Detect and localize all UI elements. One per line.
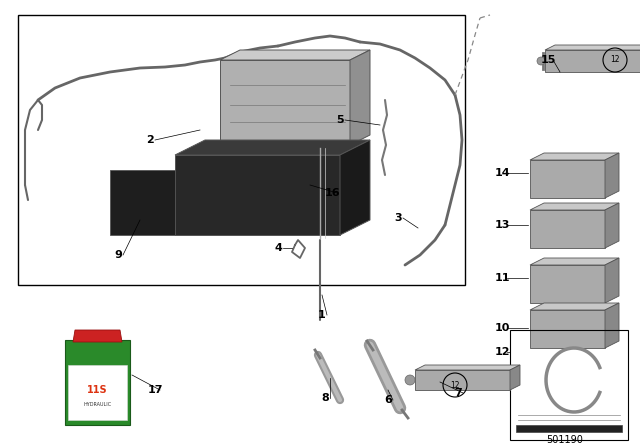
Circle shape	[537, 57, 545, 65]
Polygon shape	[73, 330, 122, 342]
Polygon shape	[605, 153, 619, 198]
Polygon shape	[530, 160, 605, 198]
Text: 10: 10	[494, 323, 509, 333]
Text: 5: 5	[336, 115, 344, 125]
Text: 1: 1	[318, 310, 326, 320]
Polygon shape	[340, 140, 370, 235]
Text: 501190: 501190	[547, 435, 584, 445]
Polygon shape	[415, 370, 510, 390]
Text: 7: 7	[454, 388, 462, 398]
Polygon shape	[530, 203, 619, 210]
Polygon shape	[510, 365, 520, 390]
Polygon shape	[605, 203, 619, 248]
Polygon shape	[605, 258, 619, 303]
Polygon shape	[545, 50, 640, 72]
Polygon shape	[530, 303, 619, 310]
Text: 11: 11	[494, 273, 509, 283]
Polygon shape	[65, 340, 130, 425]
Polygon shape	[68, 365, 127, 420]
Text: 12: 12	[494, 347, 509, 357]
Text: 4: 4	[274, 243, 282, 253]
Text: 12: 12	[611, 56, 620, 65]
Polygon shape	[220, 60, 350, 145]
Text: 14: 14	[494, 168, 510, 178]
Text: 13: 13	[494, 220, 509, 230]
Circle shape	[405, 375, 415, 385]
Text: 8: 8	[321, 393, 329, 403]
Text: 15: 15	[540, 55, 556, 65]
Polygon shape	[175, 140, 370, 155]
Polygon shape	[530, 153, 619, 160]
Text: 2: 2	[146, 135, 154, 145]
Text: 6: 6	[384, 395, 392, 405]
Text: 16: 16	[324, 188, 340, 198]
Text: 17: 17	[147, 385, 163, 395]
Polygon shape	[545, 45, 640, 50]
Polygon shape	[516, 425, 622, 432]
Polygon shape	[220, 50, 370, 60]
Polygon shape	[350, 50, 370, 145]
Text: 11S: 11S	[87, 385, 108, 395]
Polygon shape	[175, 155, 340, 235]
Polygon shape	[530, 258, 619, 265]
Text: CHF: CHF	[85, 373, 110, 383]
Polygon shape	[110, 170, 175, 235]
Polygon shape	[530, 265, 605, 303]
Text: 3: 3	[394, 213, 402, 223]
Text: HYDRAULIC: HYDRAULIC	[83, 402, 111, 408]
Polygon shape	[530, 210, 605, 248]
Polygon shape	[530, 310, 605, 348]
Text: 9: 9	[114, 250, 122, 260]
Polygon shape	[415, 365, 520, 370]
Text: 12: 12	[451, 380, 460, 389]
Polygon shape	[605, 303, 619, 348]
